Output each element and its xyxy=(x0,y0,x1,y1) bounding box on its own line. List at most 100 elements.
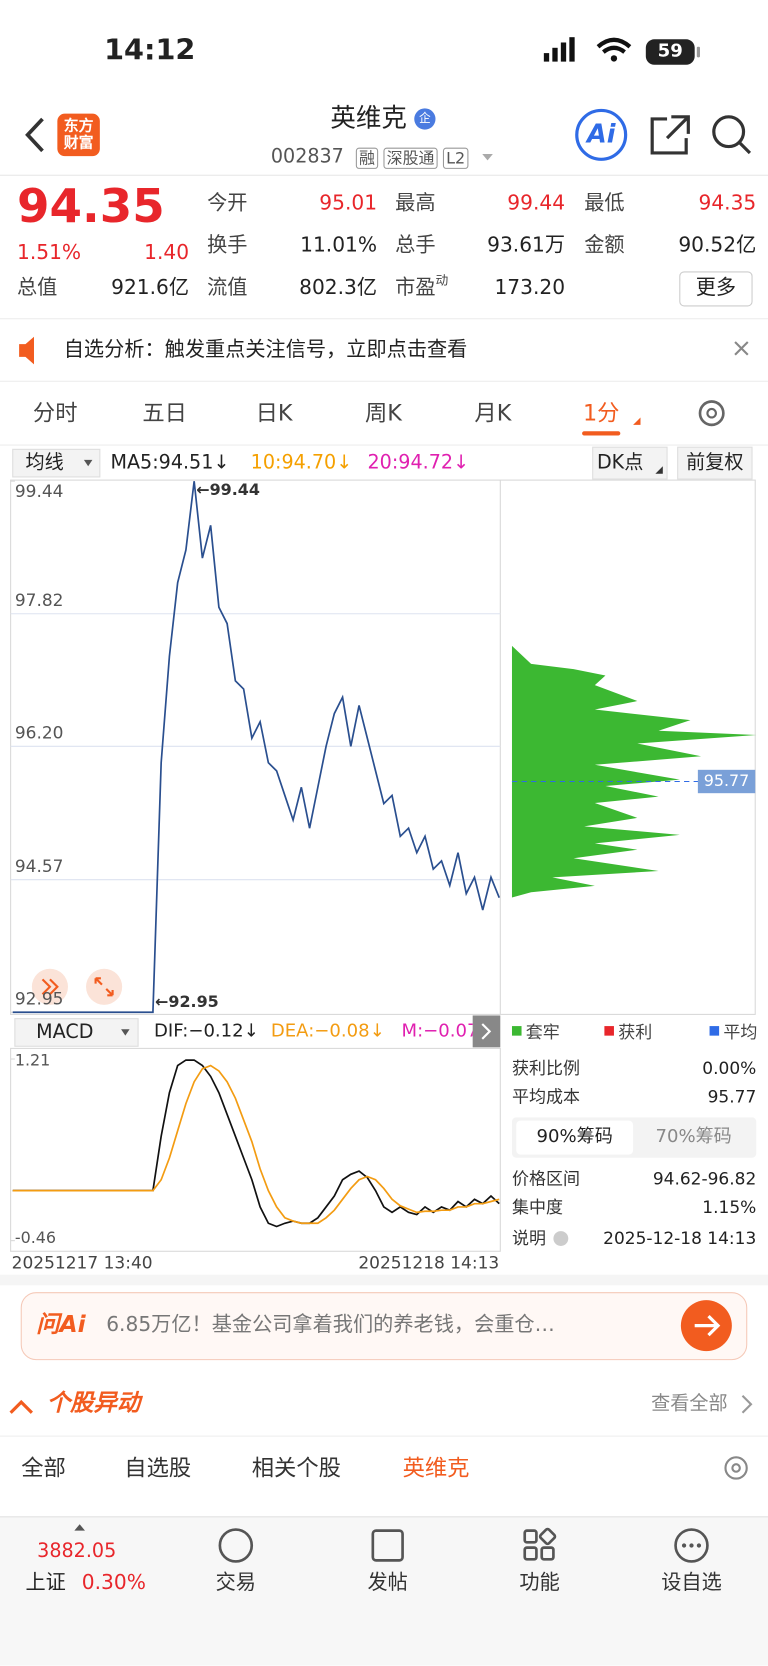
chip-tab[interactable]: 90%筹码 xyxy=(536,1126,613,1148)
adjust-box[interactable] xyxy=(677,446,753,480)
adjust[interactable]: 前复权 xyxy=(686,451,744,474)
watch-icon[interactable] xyxy=(674,1528,709,1563)
zoom-button[interactable] xyxy=(86,968,123,1005)
dif-label: DIF:−0.12↓ xyxy=(154,1021,259,1043)
m-label: M:−0.07 xyxy=(401,1021,473,1043)
index-pct[interactable]: 0.30% xyxy=(81,1571,146,1595)
back-icon[interactable] xyxy=(25,117,44,153)
legend-label: 获利 xyxy=(618,1021,653,1043)
tab-underline xyxy=(582,431,621,436)
macd-arrow xyxy=(481,1023,492,1040)
avg-cost-box xyxy=(697,769,756,794)
stock-name: 英维克 xyxy=(330,103,407,133)
selector-box[interactable] xyxy=(12,448,101,478)
battery xyxy=(645,39,695,65)
tab[interactable]: 周K xyxy=(364,400,402,426)
high-label: ←99.44 xyxy=(196,480,260,499)
chip-tab[interactable]: 70%筹码 xyxy=(655,1126,732,1148)
field-label: 市盈 xyxy=(395,276,436,300)
field-value: 173.20 xyxy=(494,276,566,300)
field-sup: 动 xyxy=(435,272,449,288)
tab[interactable]: 1分 xyxy=(582,400,620,426)
ai-button[interactable] xyxy=(575,108,628,161)
macd-line xyxy=(12,1059,500,1228)
more-text[interactable]: 更多 xyxy=(695,276,737,300)
ma5: MA5:94.51↓ xyxy=(110,451,230,474)
more-button[interactable] xyxy=(679,271,753,307)
collapse-icon[interactable] xyxy=(9,1399,33,1414)
field-value: 802.3亿 xyxy=(299,276,378,300)
search-handle xyxy=(738,141,752,155)
post-icon[interactable] xyxy=(371,1529,404,1562)
sub-tab[interactable]: 相关个股 xyxy=(251,1455,341,1481)
macd-line xyxy=(12,1064,500,1225)
dea-label: DEA:−0.08↓ xyxy=(270,1021,385,1043)
share-icon[interactable] xyxy=(650,115,690,155)
search-icon[interactable] xyxy=(712,115,746,149)
nav-label[interactable]: 功能 xyxy=(519,1571,560,1595)
macd-frame xyxy=(10,1047,501,1252)
settings-icon[interactable] xyxy=(724,1456,748,1480)
ai-text[interactable]: Ai xyxy=(586,119,616,149)
settings-icon[interactable] xyxy=(698,400,725,427)
band xyxy=(0,1274,768,1286)
tag: 深股通 xyxy=(383,147,438,170)
change-pct: 1.51% xyxy=(16,241,82,265)
field-value: 99.44 xyxy=(507,191,566,215)
y-tick-label: 1.21 xyxy=(15,1051,50,1070)
x-label: 20251217 13:40 xyxy=(11,1252,153,1273)
tab[interactable]: 五日 xyxy=(142,400,187,426)
nav-label[interactable]: 发帖 xyxy=(367,1571,408,1595)
nav-label[interactable]: 设自选 xyxy=(661,1571,722,1595)
info-icon[interactable] xyxy=(553,1231,569,1246)
macd-selector[interactable]: MACD xyxy=(36,1020,94,1043)
dropdown-arrow xyxy=(655,466,663,474)
field-label: 总手 xyxy=(395,233,436,258)
field-value: 93.61万 xyxy=(487,233,566,258)
logo-text[interactable]: 东方财富 xyxy=(63,117,94,152)
y-tick-label: 96.20 xyxy=(15,724,64,744)
ai-banner[interactable] xyxy=(20,1292,748,1361)
sub-tab[interactable]: 全部 xyxy=(21,1455,66,1481)
stock-code: 002837 xyxy=(270,145,344,168)
indicator-selector[interactable]: 均线 xyxy=(25,451,64,474)
speaker-icon xyxy=(19,336,34,365)
macd-selector-box[interactable] xyxy=(14,1018,139,1047)
ma10: 10:94.70↓ xyxy=(250,451,353,474)
y-tick-label: 97.82 xyxy=(15,591,64,611)
index-name[interactable]: 上证 xyxy=(25,1571,66,1595)
chip-value: 94.62-96.82 xyxy=(652,1168,757,1189)
chip-value: 95.77 xyxy=(707,1086,757,1107)
close-icon[interactable] xyxy=(734,341,749,356)
chip-value: 0.00% xyxy=(702,1058,757,1079)
sub-tab[interactable]: 自选股 xyxy=(124,1455,192,1481)
y-tick-label: -0.46 xyxy=(15,1228,56,1247)
chip-tab-active[interactable] xyxy=(516,1120,634,1155)
tab[interactable]: 日K xyxy=(255,400,293,426)
battery-level: 59 xyxy=(657,40,683,63)
dropdown-icon[interactable] xyxy=(482,154,493,161)
dk-box[interactable] xyxy=(592,446,668,480)
function-icon[interactable] xyxy=(523,1527,557,1561)
tab[interactable]: 分时 xyxy=(32,400,78,426)
tab[interactable]: 月K xyxy=(474,400,512,426)
dropdown-arrow xyxy=(83,459,93,467)
sub-tab[interactable]: 英维克 xyxy=(402,1455,470,1481)
notice-text[interactable]: 自选分析：触发重点关注信号，立即点击查看 xyxy=(63,338,468,362)
nav-label[interactable]: 交易 xyxy=(215,1571,256,1595)
logo[interactable] xyxy=(57,113,100,157)
section-more[interactable]: 查看全部 xyxy=(651,1392,728,1415)
y-tick-label: 94.57 xyxy=(15,857,64,877)
field-value: 11.01% xyxy=(300,233,378,258)
low-label: ←92.95 xyxy=(155,992,219,1011)
trade-icon[interactable] xyxy=(218,1528,254,1563)
macd-arrow-box[interactable] xyxy=(472,1015,501,1048)
chip-label: 价格区间 xyxy=(511,1168,580,1189)
index-value[interactable]: 3882.05 xyxy=(37,1540,117,1563)
x-label: 20251218 14:13 xyxy=(358,1252,500,1273)
field-value: 94.35 xyxy=(698,191,757,215)
ai-text: 6.85万亿！基金公司拿着我们的养老钱，会重仓… xyxy=(106,1313,555,1337)
badge-text: 企 xyxy=(419,111,431,126)
field-label: 今开 xyxy=(207,191,248,215)
dk-point[interactable]: DK点 xyxy=(596,451,644,474)
